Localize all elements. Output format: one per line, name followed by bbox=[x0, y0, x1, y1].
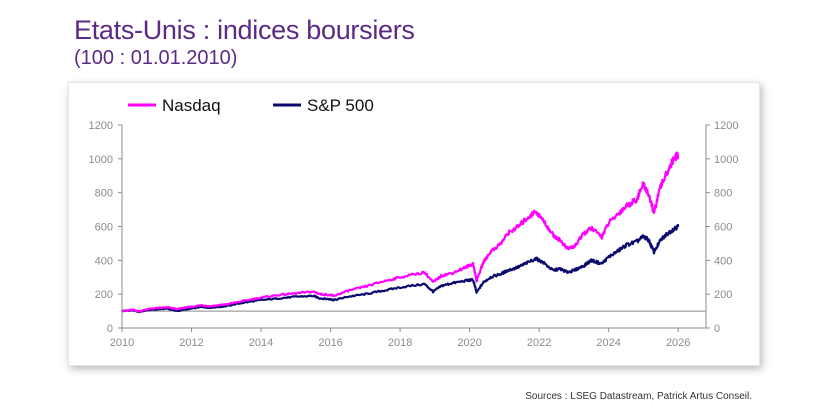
legend: Nasdaq S&P 500 bbox=[128, 96, 374, 115]
left-tick-label: 200 bbox=[95, 289, 113, 301]
left-tick-label: 800 bbox=[95, 188, 113, 200]
right-tick-label: 800 bbox=[714, 188, 732, 200]
right-tick-label: 400 bbox=[714, 255, 732, 267]
legend-label-nasdaq: Nasdaq bbox=[162, 96, 221, 115]
left-tick-label: 0 bbox=[107, 323, 113, 335]
right-tick-label: 600 bbox=[714, 222, 732, 234]
source-note: Sources : LSEG Datastream, Patrick Artus… bbox=[525, 391, 752, 402]
x-tick-label: 2012 bbox=[179, 337, 203, 349]
x-tick-label: 2014 bbox=[249, 337, 273, 349]
x-tick-label: 2010 bbox=[110, 337, 134, 349]
right-tick-label: 0 bbox=[714, 323, 720, 335]
x-tick-label: 2024 bbox=[596, 337, 620, 349]
left-tick-label: 1200 bbox=[89, 120, 113, 132]
chart-subtitle: (100 : 01.01.2010) bbox=[74, 47, 238, 69]
right-y-axis: 0 200 400 600 800 1000 1200 bbox=[705, 120, 738, 335]
right-tick-label: 200 bbox=[714, 289, 732, 301]
x-axis: 2010 2012 2014 2016 2018 2020 2022 2024 2026 bbox=[110, 327, 706, 349]
left-tick-label: 1000 bbox=[89, 154, 113, 166]
chart-title: Etats-Unis : indices boursiers bbox=[74, 15, 415, 45]
legend-label-s-p-500: S&P 500 bbox=[307, 96, 374, 115]
left-tick-label: 600 bbox=[95, 222, 113, 234]
right-tick-label: 1200 bbox=[714, 120, 738, 132]
x-tick-label: 2018 bbox=[388, 337, 412, 349]
chart-card bbox=[68, 82, 760, 366]
series-line-s-p-500 bbox=[121, 223, 680, 314]
right-tick-label: 1000 bbox=[714, 154, 738, 166]
series-layer bbox=[121, 151, 706, 314]
left-y-axis: 0 200 400 600 800 1000 1200 bbox=[89, 120, 123, 335]
x-tick-label: 2022 bbox=[527, 337, 551, 349]
x-tick-label: 2026 bbox=[666, 337, 690, 349]
left-tick-label: 400 bbox=[95, 255, 113, 267]
title-block: Etats-Unis : indices boursiers (100 : 01… bbox=[74, 14, 415, 70]
series-line-nasdaq bbox=[121, 151, 680, 313]
x-tick-label: 2016 bbox=[318, 337, 342, 349]
x-tick-label: 2020 bbox=[457, 337, 481, 349]
